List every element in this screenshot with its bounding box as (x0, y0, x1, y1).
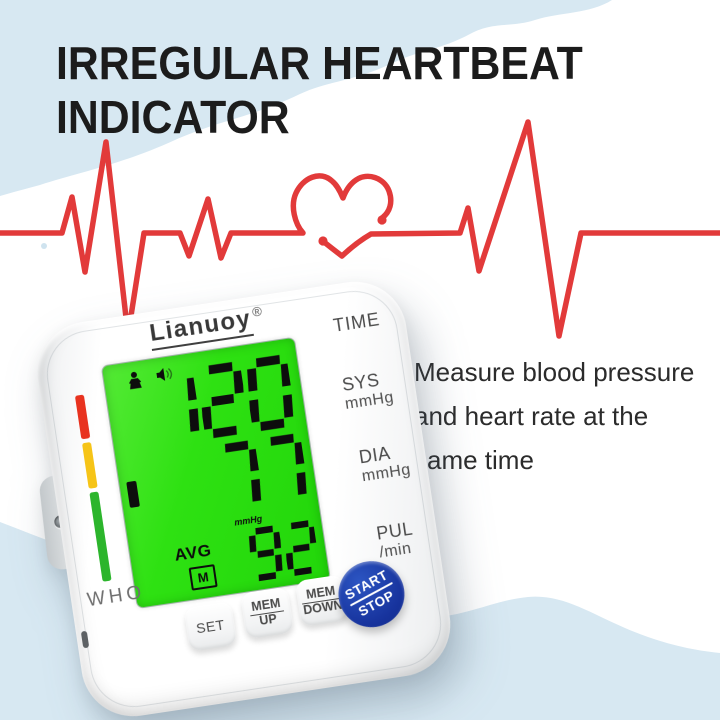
stethoscope-dot-left (318, 236, 328, 246)
set-button-label: SET (195, 616, 226, 637)
brand-name: Lianuoy (147, 305, 254, 351)
lcd-status-icons (127, 366, 175, 390)
page-title-line2: INDICATOR (56, 91, 290, 143)
label-sys: SYS mmHg (341, 369, 395, 414)
page-title-line1: IRREGULAR HEARTBEAT (56, 37, 583, 89)
label-who: WHO (85, 581, 147, 612)
start-stop-button: START STOP (333, 556, 409, 632)
who-color-scale (74, 394, 112, 582)
who-scale-yellow (81, 442, 98, 489)
label-pul-unit: /min (378, 539, 413, 562)
speaker-icon (156, 367, 172, 381)
lcd-sys-value (148, 353, 297, 447)
label-pul: PUL /min (375, 518, 417, 562)
person-icon (129, 371, 142, 390)
blood-pressure-monitor: Lianuoy® mmHg (30, 274, 458, 720)
mem-down-label-bottom: DOWN (302, 597, 344, 618)
label-time: TIME (331, 309, 382, 336)
lcd-pulse-unit: mmHg (233, 513, 263, 528)
ekg-line-left-and-heart-top (0, 139, 394, 338)
lcd-avg-label: AVG (173, 540, 213, 565)
set-button: SET (183, 601, 238, 652)
lcd-dia-value (211, 432, 310, 516)
lcd-screen: mmHg AVG M (100, 336, 331, 610)
background-wave-top (0, 0, 612, 196)
background-speck (41, 243, 47, 249)
page-title: IRREGULAR HEARTBEAT INDICATOR (56, 36, 583, 144)
label-dia: DIA mmHg (358, 441, 412, 486)
side-slot (80, 630, 90, 649)
ekg-heart-bottom-and-line-right (321, 119, 720, 339)
who-scale-red (74, 394, 91, 440)
lcd-pul-value (246, 519, 321, 582)
memory-box-icon: M (188, 564, 218, 591)
device-body: Lianuoy® mmHg (30, 274, 458, 720)
who-scale-green (89, 491, 112, 582)
description-text: Measure blood pressure and heart rate at… (414, 357, 695, 475)
mem-up-button: MEM UP (239, 586, 295, 640)
stethoscope-dot-right (377, 215, 387, 225)
registered-mark: ® (251, 303, 265, 320)
lcd-who-level-segment (126, 480, 140, 508)
